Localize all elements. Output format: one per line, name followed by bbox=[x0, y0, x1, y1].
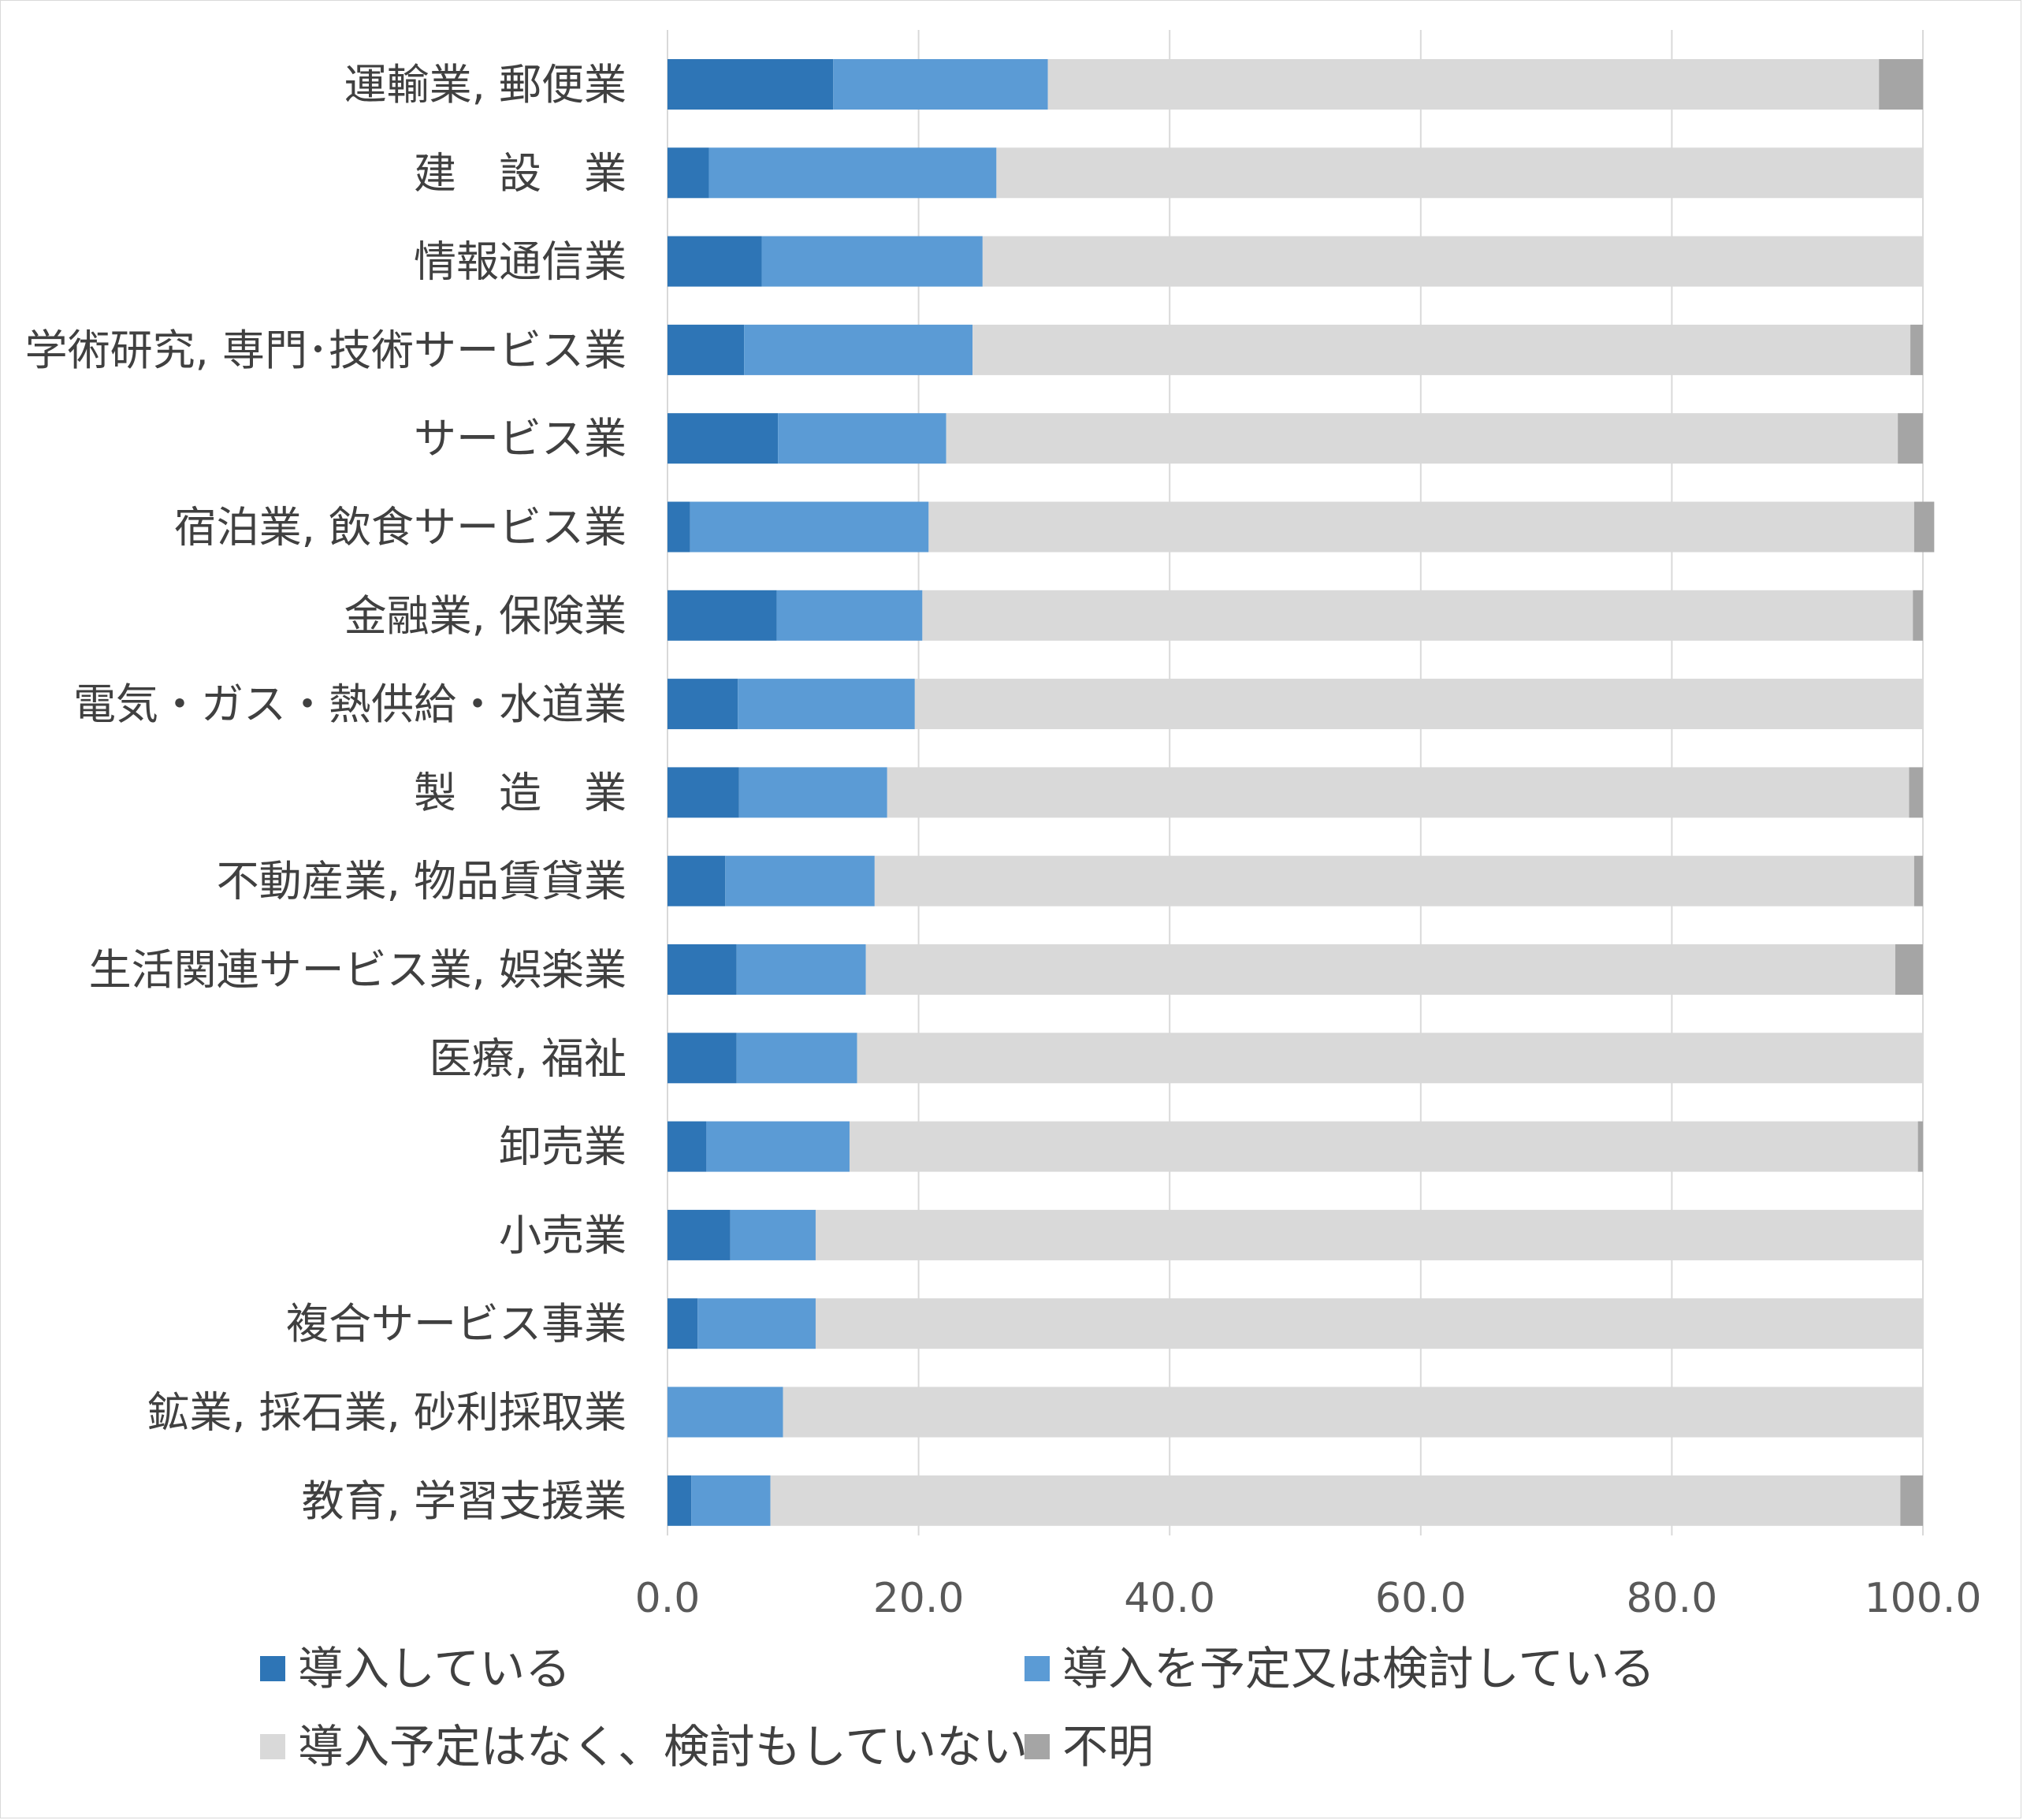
bar-segment bbox=[1913, 590, 1923, 641]
legend-swatch bbox=[260, 1734, 285, 1759]
bar-segment bbox=[1900, 1475, 1923, 1526]
bar-segment bbox=[668, 1475, 692, 1526]
bars bbox=[668, 59, 1935, 1526]
category-label: 小売業 bbox=[499, 1211, 627, 1260]
category-label: 電気・ガス・熱供給・水道業 bbox=[73, 679, 627, 729]
category-label: 学術研究, 専門･技術サービス業 bbox=[25, 326, 627, 375]
legend-label: 不明 bbox=[1062, 1720, 1154, 1773]
bar-segment bbox=[865, 944, 1895, 995]
bar-segment bbox=[668, 1209, 731, 1260]
bar-segment bbox=[668, 1298, 698, 1349]
category-label: 鉱業, 採石業, 砂利採取業 bbox=[147, 1388, 627, 1438]
bar-segment bbox=[668, 767, 739, 818]
bar-segment bbox=[1913, 855, 1923, 906]
bar-segment bbox=[1913, 501, 1935, 553]
bar-segment bbox=[744, 324, 973, 375]
x-tick-label: 60.0 bbox=[1375, 1575, 1467, 1622]
category-label: 卸売業 bbox=[499, 1122, 627, 1172]
bar-segment bbox=[874, 855, 1914, 906]
bar-segment bbox=[725, 855, 875, 906]
category-label: 金融業, 保険業 bbox=[344, 591, 627, 641]
bar-segment bbox=[706, 1121, 850, 1172]
legend-label: 導入している bbox=[298, 1642, 571, 1695]
bar-segment bbox=[922, 590, 1913, 641]
legend-label: 導入を予定又は検討している bbox=[1062, 1642, 1655, 1695]
bar-segment bbox=[1910, 324, 1923, 375]
bar-segment bbox=[928, 501, 1914, 553]
bar-segment bbox=[668, 855, 726, 906]
bar-segment bbox=[668, 590, 777, 641]
bar-segment bbox=[708, 147, 997, 199]
bar-segment bbox=[833, 59, 1048, 110]
bar-segment bbox=[668, 59, 834, 110]
category-label: 複合サービス事業 bbox=[286, 1299, 627, 1349]
bar-segment bbox=[697, 1298, 816, 1349]
bar-segment bbox=[770, 1475, 1901, 1526]
x-tick-label: 100.0 bbox=[1865, 1575, 1982, 1622]
category-label: 宿泊業, 飲食サービス業 bbox=[174, 503, 627, 553]
x-tick-label: 20.0 bbox=[873, 1575, 965, 1622]
bar-segment bbox=[730, 1209, 816, 1260]
bar-segment bbox=[691, 1475, 771, 1526]
bar-segment bbox=[946, 413, 1898, 464]
bar-segment bbox=[668, 944, 737, 995]
bar-segment bbox=[1917, 1121, 1923, 1172]
legend-label: 導入予定はなく、検討もしていない bbox=[298, 1720, 1028, 1773]
bar-segment bbox=[776, 590, 923, 641]
bar-segment bbox=[972, 324, 1911, 375]
bar-segment bbox=[1898, 413, 1923, 464]
x-tick-label: 80.0 bbox=[1627, 1575, 1718, 1622]
bar-segment bbox=[849, 1121, 1918, 1172]
bar-segment bbox=[1879, 59, 1923, 110]
bar-segment bbox=[1047, 59, 1880, 110]
category-label: 情報通信業 bbox=[414, 237, 627, 287]
bar-segment bbox=[668, 236, 762, 287]
bar-segment bbox=[736, 1033, 857, 1084]
bar-segment bbox=[996, 147, 1923, 199]
legend-swatch bbox=[260, 1656, 285, 1681]
bar-segment bbox=[914, 679, 1923, 730]
bar-segment bbox=[668, 324, 745, 375]
category-label: 製 造 業 bbox=[414, 768, 627, 817]
category-label: 不動産業, 物品賃貸業 bbox=[217, 857, 627, 906]
bar-segment bbox=[783, 1386, 1923, 1438]
bar-segment bbox=[761, 236, 983, 287]
category-label: 教育, 学習支援業 bbox=[302, 1476, 627, 1526]
bar-segment bbox=[736, 944, 866, 995]
bar-segment bbox=[668, 413, 779, 464]
bar-segment bbox=[668, 1033, 737, 1084]
bar-segment bbox=[982, 236, 1923, 287]
x-tick-label: 0.0 bbox=[635, 1575, 701, 1622]
bar-segment bbox=[1909, 767, 1923, 818]
bar-segment bbox=[778, 413, 946, 464]
bar-segment bbox=[668, 501, 690, 553]
bar-segment bbox=[1895, 944, 1923, 995]
bar-segment bbox=[668, 679, 738, 730]
category-label: サービス業 bbox=[414, 414, 627, 463]
bar-segment bbox=[668, 1121, 707, 1172]
category-label: 運輸業, 郵便業 bbox=[344, 60, 627, 110]
category-label: 建 設 業 bbox=[414, 148, 627, 198]
bar-segment bbox=[887, 767, 1910, 818]
bar-segment bbox=[668, 147, 709, 199]
bar-segment bbox=[815, 1298, 1923, 1349]
bar-segment bbox=[738, 767, 887, 818]
category-label: 医療, 福祉 bbox=[430, 1033, 627, 1083]
bar-segment bbox=[815, 1209, 1923, 1260]
legend-swatch bbox=[1025, 1734, 1050, 1759]
bar-segment bbox=[668, 1386, 783, 1438]
bar-segment bbox=[857, 1033, 1923, 1084]
x-tick-labels: 0.0 20.0 40.0 60.0 80.0 100.0 bbox=[635, 1575, 1982, 1622]
bar-segment bbox=[690, 501, 929, 553]
category-label: 生活関連サービス業, 娯楽業 bbox=[89, 945, 627, 995]
bar-segment bbox=[738, 679, 915, 730]
legend-swatch bbox=[1025, 1656, 1050, 1681]
x-tick-label: 40.0 bbox=[1124, 1575, 1215, 1622]
